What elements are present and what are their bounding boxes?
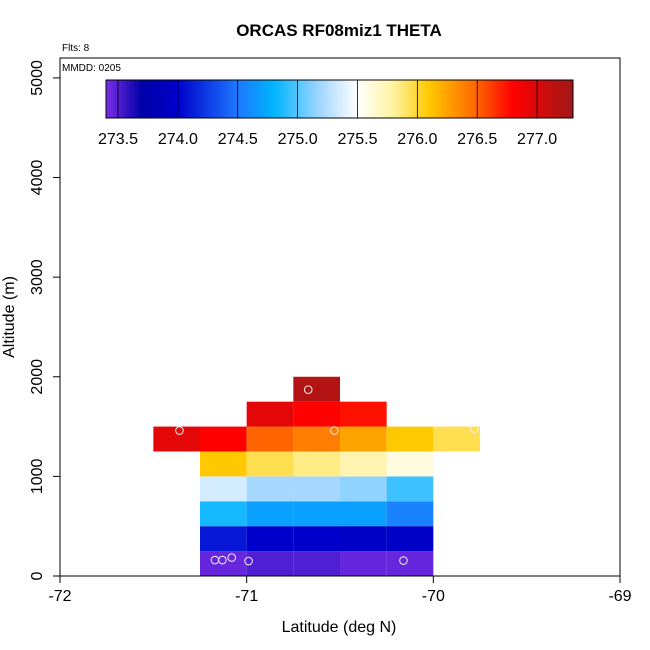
- y-tick-label: 1000: [29, 458, 46, 494]
- heatmap-cells: [153, 376, 480, 576]
- chart-title: ORCAS RF08miz1 THETA: [236, 21, 442, 40]
- colorbar-tick-label: 277.0: [517, 131, 557, 148]
- y-tick-label: 5000: [29, 60, 46, 96]
- heatmap-cell: [340, 476, 387, 502]
- heatmap-cell: [246, 526, 294, 552]
- x-tick-label: -72: [48, 588, 71, 605]
- heatmap-cell: [293, 551, 340, 576]
- x-tick-label: -69: [608, 588, 631, 605]
- heatmap-cell: [293, 501, 340, 527]
- observation-point: [218, 555, 227, 565]
- colorbar: 273.5 274.0 274.5 275.0 275.5 276.0 276.5 277.0: [98, 79, 574, 148]
- heatmap-cell: [340, 401, 387, 427]
- heatmap-cell: [246, 426, 294, 452]
- heatmap-cell: [386, 551, 434, 576]
- y-tick-label: 4000: [29, 160, 46, 196]
- x-axis-label: Latitude (deg N): [282, 619, 397, 636]
- colorbar-tick-label: 274.0: [158, 131, 198, 148]
- heatmap-cell: [293, 476, 340, 502]
- heatmap-cell: [200, 426, 247, 452]
- heatmap-cell: [153, 426, 200, 452]
- heatmap-cell: [246, 551, 294, 576]
- x-axis: -72 -71 -70 -69: [48, 576, 632, 605]
- x-tick-label: -70: [422, 588, 445, 605]
- heatmap-cell: [200, 501, 247, 527]
- heatmap-cell: [433, 426, 480, 452]
- heatmap-cell: [200, 451, 247, 477]
- heatmap-cell: [293, 401, 340, 427]
- y-tick-label: 2000: [29, 359, 46, 395]
- observation-point: [303, 385, 313, 395]
- colorbar-tick-label: 276.0: [397, 131, 437, 148]
- heatmap-cell: [246, 401, 294, 427]
- y-tick-label: 3000: [29, 259, 46, 295]
- colorbar-gradient: [105, 79, 574, 119]
- heatmap-cell: [386, 501, 434, 527]
- y-axis-label: Altitude (m): [1, 276, 18, 358]
- y-axis: 0 1000 2000 3000 4000 5000: [29, 60, 60, 580]
- heatmap-cell: [340, 501, 387, 527]
- observation-points: [175, 385, 479, 566]
- observation-point: [175, 426, 184, 435]
- observation-point: [470, 424, 479, 433]
- heatmap-cell: [293, 426, 340, 452]
- heatmap-cell: [293, 376, 340, 402]
- heatmap-cell: [200, 476, 247, 502]
- observation-point: [244, 556, 253, 566]
- heatmap-cell: [386, 426, 434, 452]
- heatmap-cell: [246, 501, 294, 527]
- heatmap-cell: [246, 476, 294, 502]
- plot-frame: [59, 57, 621, 577]
- colorbar-tick-label: 273.5: [98, 131, 138, 148]
- observation-point: [399, 556, 408, 565]
- heatmap-cell: [340, 551, 387, 576]
- colorbar-tick-label: 274.5: [218, 131, 258, 148]
- colorbar-tick-label: 276.5: [457, 131, 497, 148]
- colorbar-tick-label: 275.0: [278, 131, 318, 148]
- heatmap-cell: [293, 451, 340, 477]
- observation-point: [227, 553, 237, 562]
- heatmap-cell: [340, 426, 387, 452]
- heatmap-cell: [200, 526, 247, 552]
- date-note: MMDD: 0205: [62, 63, 121, 74]
- heatmap-cell: [246, 451, 294, 477]
- flights-note: Flts: 8: [62, 43, 90, 54]
- heatmap-cell: [340, 451, 387, 477]
- y-tick-label: 0: [29, 571, 46, 580]
- heatmap-cell: [340, 526, 387, 552]
- heatmap-cell: [386, 451, 434, 477]
- heatmap-cell: [386, 476, 434, 502]
- x-tick-label: -71: [235, 588, 258, 605]
- heatmap-cell: [386, 526, 434, 552]
- observation-point: [330, 426, 339, 435]
- heatmap-cell: [293, 526, 340, 552]
- colorbar-tick-label: 275.5: [337, 131, 377, 148]
